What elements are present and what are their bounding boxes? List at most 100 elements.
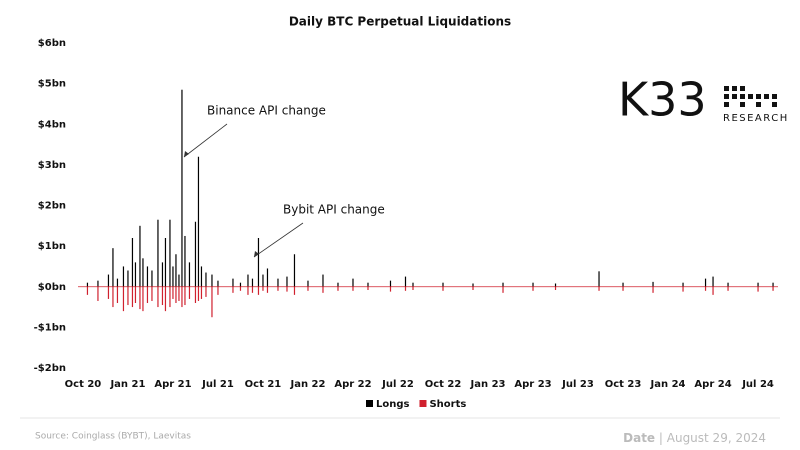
bar: [598, 271, 600, 287]
bar: [116, 278, 119, 287]
source: Source: Coinglass (BYBT), Laevitas: [35, 432, 191, 442]
bar: [86, 286, 89, 295]
bar: [232, 286, 234, 293]
bar: [727, 286, 729, 291]
bar: [164, 238, 167, 287]
annotation: Binance API change: [207, 104, 326, 118]
bar: [262, 274, 264, 287]
x-tick-label: Jan 24: [650, 379, 686, 390]
bar: [134, 286, 137, 303]
legend-swatch: [366, 400, 373, 407]
bar: [205, 272, 207, 287]
bar: [772, 286, 774, 291]
bar: [146, 266, 149, 287]
bar: [293, 286, 296, 295]
bar: [205, 286, 207, 297]
bar: [172, 286, 174, 299]
bar: [107, 286, 110, 299]
bar: [266, 268, 269, 287]
y-tick-label: $2bn: [38, 201, 66, 212]
bar: [184, 235, 186, 287]
bar: [217, 280, 219, 287]
bar: [131, 286, 134, 308]
bar: [139, 225, 141, 287]
x-tick-label: Oct 23: [605, 379, 642, 390]
arrow-head: [184, 151, 189, 157]
bar: [286, 286, 288, 292]
bar: [442, 282, 444, 287]
x-tick-label: Jul 22: [381, 379, 414, 390]
bar: [178, 274, 180, 287]
bar: [251, 286, 254, 293]
y-tick-label: $3bn: [38, 160, 66, 171]
bar: [151, 286, 153, 301]
bar: [262, 286, 264, 291]
date-value: August 29, 2024: [667, 431, 766, 445]
bar: [286, 276, 288, 287]
bar: [97, 286, 99, 301]
chart-title: Daily BTC Perpetual Liquidations: [289, 15, 511, 29]
bar: [157, 286, 159, 308]
x-tick-label: Jul 23: [561, 379, 594, 390]
bar: [554, 283, 557, 287]
bar: [772, 282, 774, 287]
date-sep: |: [655, 431, 667, 445]
bar: [188, 286, 191, 299]
bar: [146, 286, 149, 303]
bar: [178, 286, 180, 301]
x-tick-label: Apr 22: [334, 379, 371, 390]
x-tick-label: Apr 23: [514, 379, 551, 390]
bar: [472, 286, 474, 290]
bar: [151, 270, 153, 287]
bar: [257, 286, 260, 295]
arrow-head: [254, 251, 259, 257]
bar: [188, 262, 191, 287]
bar: [239, 282, 242, 287]
bar: [404, 286, 407, 291]
bar: [169, 286, 171, 308]
bar: [404, 276, 407, 287]
bar: [757, 286, 759, 292]
bar: [442, 286, 444, 291]
y-tick-label: $0bn: [38, 282, 66, 293]
bar: [217, 286, 219, 295]
annotation: Bybit API change: [283, 203, 385, 217]
bar: [389, 286, 392, 292]
bar: [322, 286, 324, 293]
bar: [652, 281, 654, 287]
bar: [97, 280, 99, 287]
bar: [389, 280, 392, 287]
bar: [712, 276, 714, 287]
bar: [307, 280, 309, 287]
bar: [122, 266, 125, 287]
bar: [194, 286, 197, 303]
logo: K33: [618, 73, 707, 127]
bar: [712, 286, 714, 295]
bar: [161, 286, 164, 306]
x-tick-label: Oct 22: [425, 379, 462, 390]
legend-swatch: [419, 400, 427, 407]
bar: [337, 282, 339, 287]
bar: [127, 286, 129, 306]
bar: [352, 278, 354, 287]
bar: [727, 282, 729, 287]
bar: [622, 282, 624, 287]
bar: [175, 286, 177, 303]
bar: [194, 221, 197, 287]
bar: [139, 286, 141, 310]
bar: [107, 274, 110, 287]
bar: [652, 286, 654, 293]
date-label: Date: [623, 431, 655, 445]
bar: [251, 278, 254, 287]
bar: [134, 262, 137, 287]
bar: [112, 286, 114, 308]
y-tick-label: $1bn: [38, 241, 66, 252]
bar: [337, 286, 339, 291]
bar: [322, 274, 324, 287]
x-tick-label: Oct 20: [65, 379, 102, 390]
x-tick-label: Jul 24: [741, 379, 774, 390]
bar: [169, 219, 171, 287]
x-tick-label: Oct 21: [245, 379, 282, 390]
bar: [181, 286, 183, 308]
